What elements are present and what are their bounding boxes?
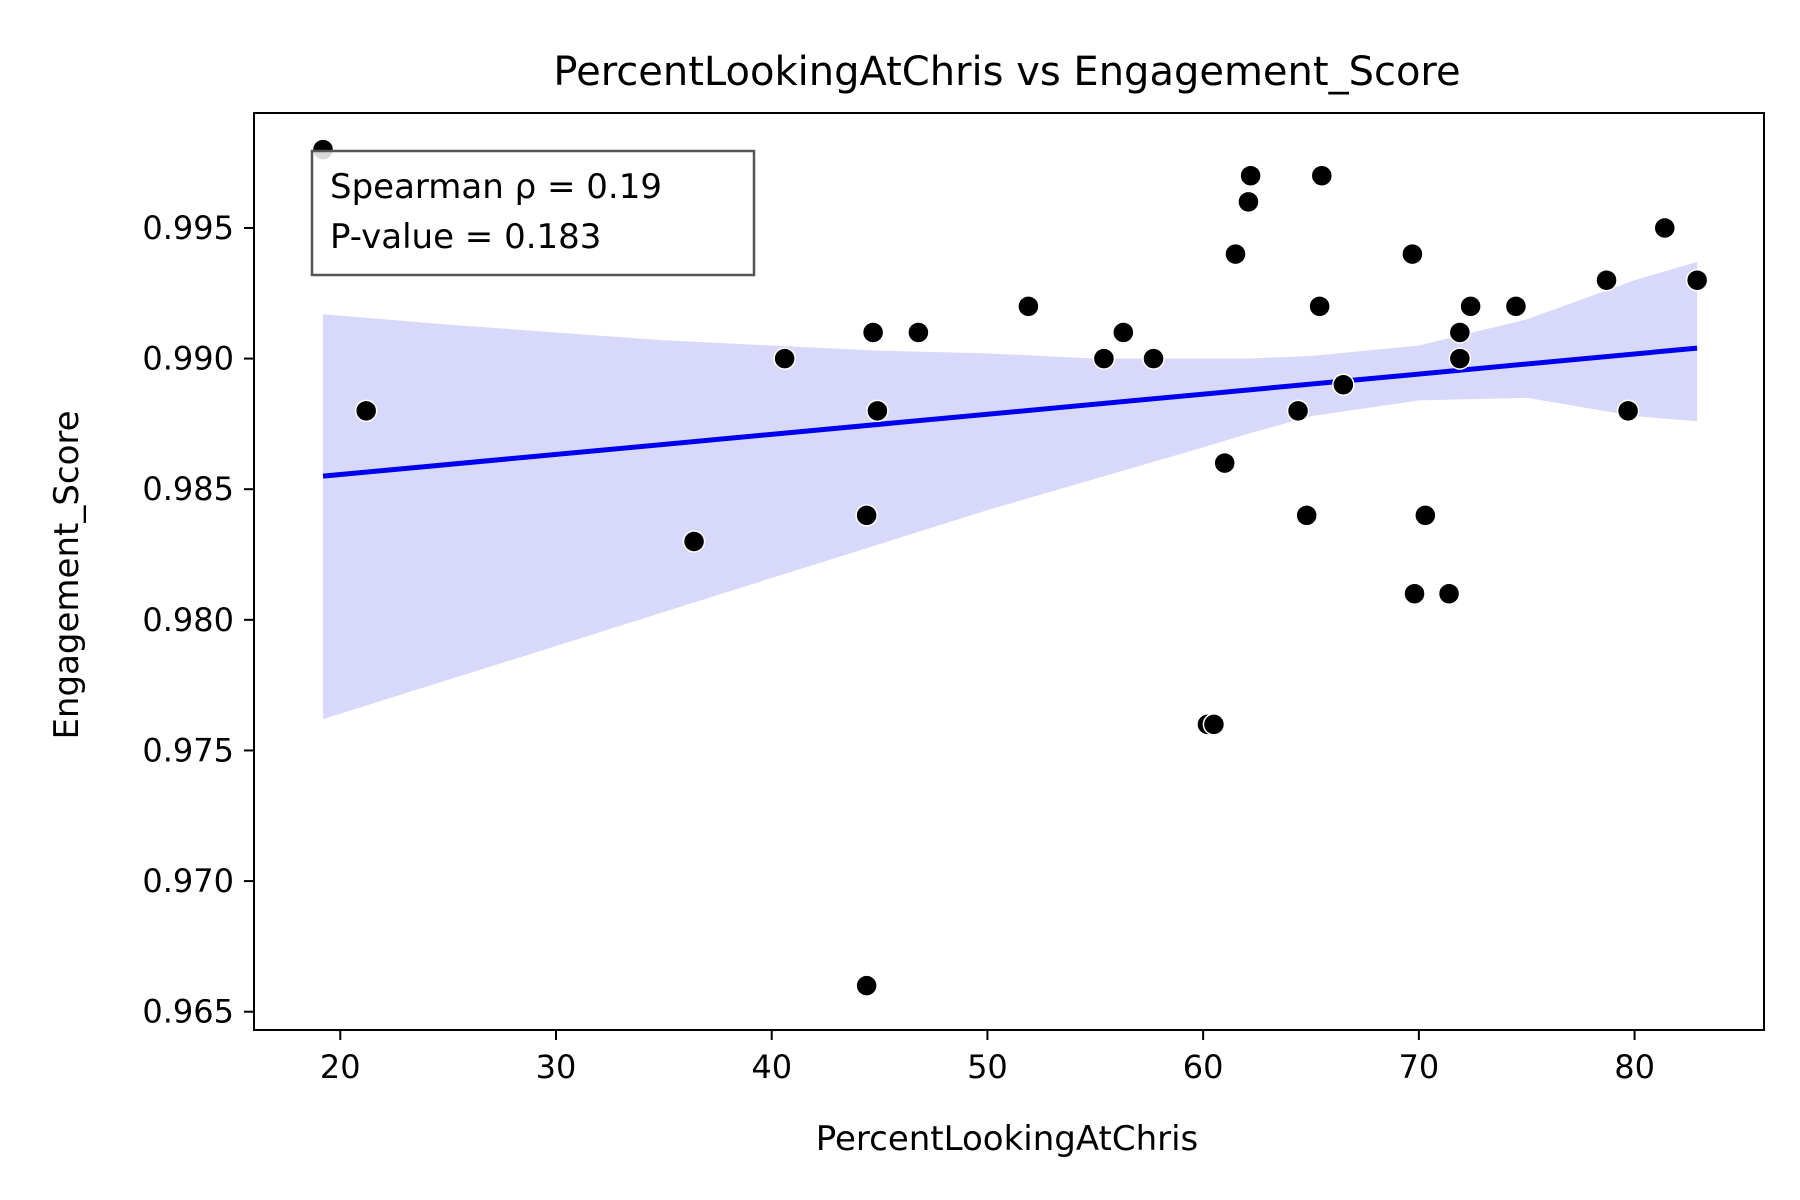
data-point	[1459, 295, 1482, 318]
y-tick-label: 0.980	[142, 601, 234, 639]
data-point	[1653, 216, 1677, 240]
data-point	[1595, 268, 1618, 292]
regression-line-layer	[322, 345, 1698, 479]
data-point	[1286, 399, 1310, 423]
data-points-layer	[311, 138, 1709, 997]
data-point	[907, 321, 930, 344]
data-point	[855, 974, 878, 997]
x-tick-label: 30	[536, 1048, 577, 1086]
data-point	[354, 399, 378, 423]
y-tick-label: 0.985	[142, 470, 234, 508]
data-point	[1414, 504, 1437, 527]
data-point	[861, 321, 885, 344]
data-point	[1239, 164, 1262, 187]
data-point	[682, 530, 706, 553]
data-point	[1224, 242, 1247, 266]
data-point	[1202, 713, 1226, 736]
y-axis-ticks: 0.965 0.970 0.975 0.980 0.985 0.990 0.995	[142, 209, 254, 1031]
plot-frame	[253, 112, 1765, 1031]
x-axis-ticks: 20 30 40 50 60 70 80	[320, 1030, 1655, 1086]
data-point	[1310, 164, 1334, 187]
data-point	[1308, 295, 1331, 318]
data-point	[1437, 582, 1461, 605]
regression-line	[322, 345, 1698, 479]
confidence-band-layer	[323, 261, 1698, 720]
data-point	[773, 347, 796, 370]
data-point	[1092, 347, 1116, 370]
x-tick-label: 60	[1183, 1048, 1224, 1086]
x-tick-label: 70	[1398, 1048, 1439, 1086]
stats-annotation-box	[310, 149, 756, 277]
y-tick-label: 0.975	[142, 731, 234, 769]
x-tick-label: 80	[1614, 1048, 1655, 1086]
x-tick-label: 20	[320, 1048, 361, 1086]
data-point	[1332, 373, 1355, 396]
data-point	[855, 504, 878, 527]
y-tick-label: 0.990	[142, 340, 234, 378]
data-point	[1616, 399, 1640, 423]
data-point	[1237, 190, 1260, 214]
data-point	[1017, 295, 1040, 318]
data-point	[866, 399, 889, 423]
y-tick-label: 0.970	[142, 862, 234, 900]
data-point	[1504, 295, 1528, 318]
chart-title: PercentLookingAtChris vs Engagement_Scor…	[553, 49, 1460, 95]
y-tick-label: 0.995	[142, 209, 234, 247]
data-point	[1448, 347, 1472, 370]
data-point	[1685, 268, 1709, 292]
data-point	[1295, 504, 1318, 527]
data-point	[1213, 451, 1236, 475]
data-point	[1403, 582, 1426, 605]
p-value-text: P-value = 0.183	[330, 217, 601, 257]
x-tick-label: 40	[751, 1048, 792, 1086]
y-tick-label: 0.965	[142, 993, 234, 1031]
x-axis-label: PercentLookingAtChris	[816, 1119, 1199, 1159]
data-point	[1448, 321, 1472, 344]
data-point	[1401, 242, 1424, 266]
confidence-band	[323, 261, 1698, 720]
data-point	[1142, 347, 1165, 370]
x-tick-label: 50	[967, 1048, 1008, 1086]
y-axis-label: Engagement_Score	[47, 410, 87, 739]
stats-annotation: Spearman ρ = 0.19 P-value = 0.183	[310, 149, 756, 277]
data-point	[1112, 321, 1135, 344]
spearman-rho-text: Spearman ρ = 0.19	[330, 167, 662, 207]
